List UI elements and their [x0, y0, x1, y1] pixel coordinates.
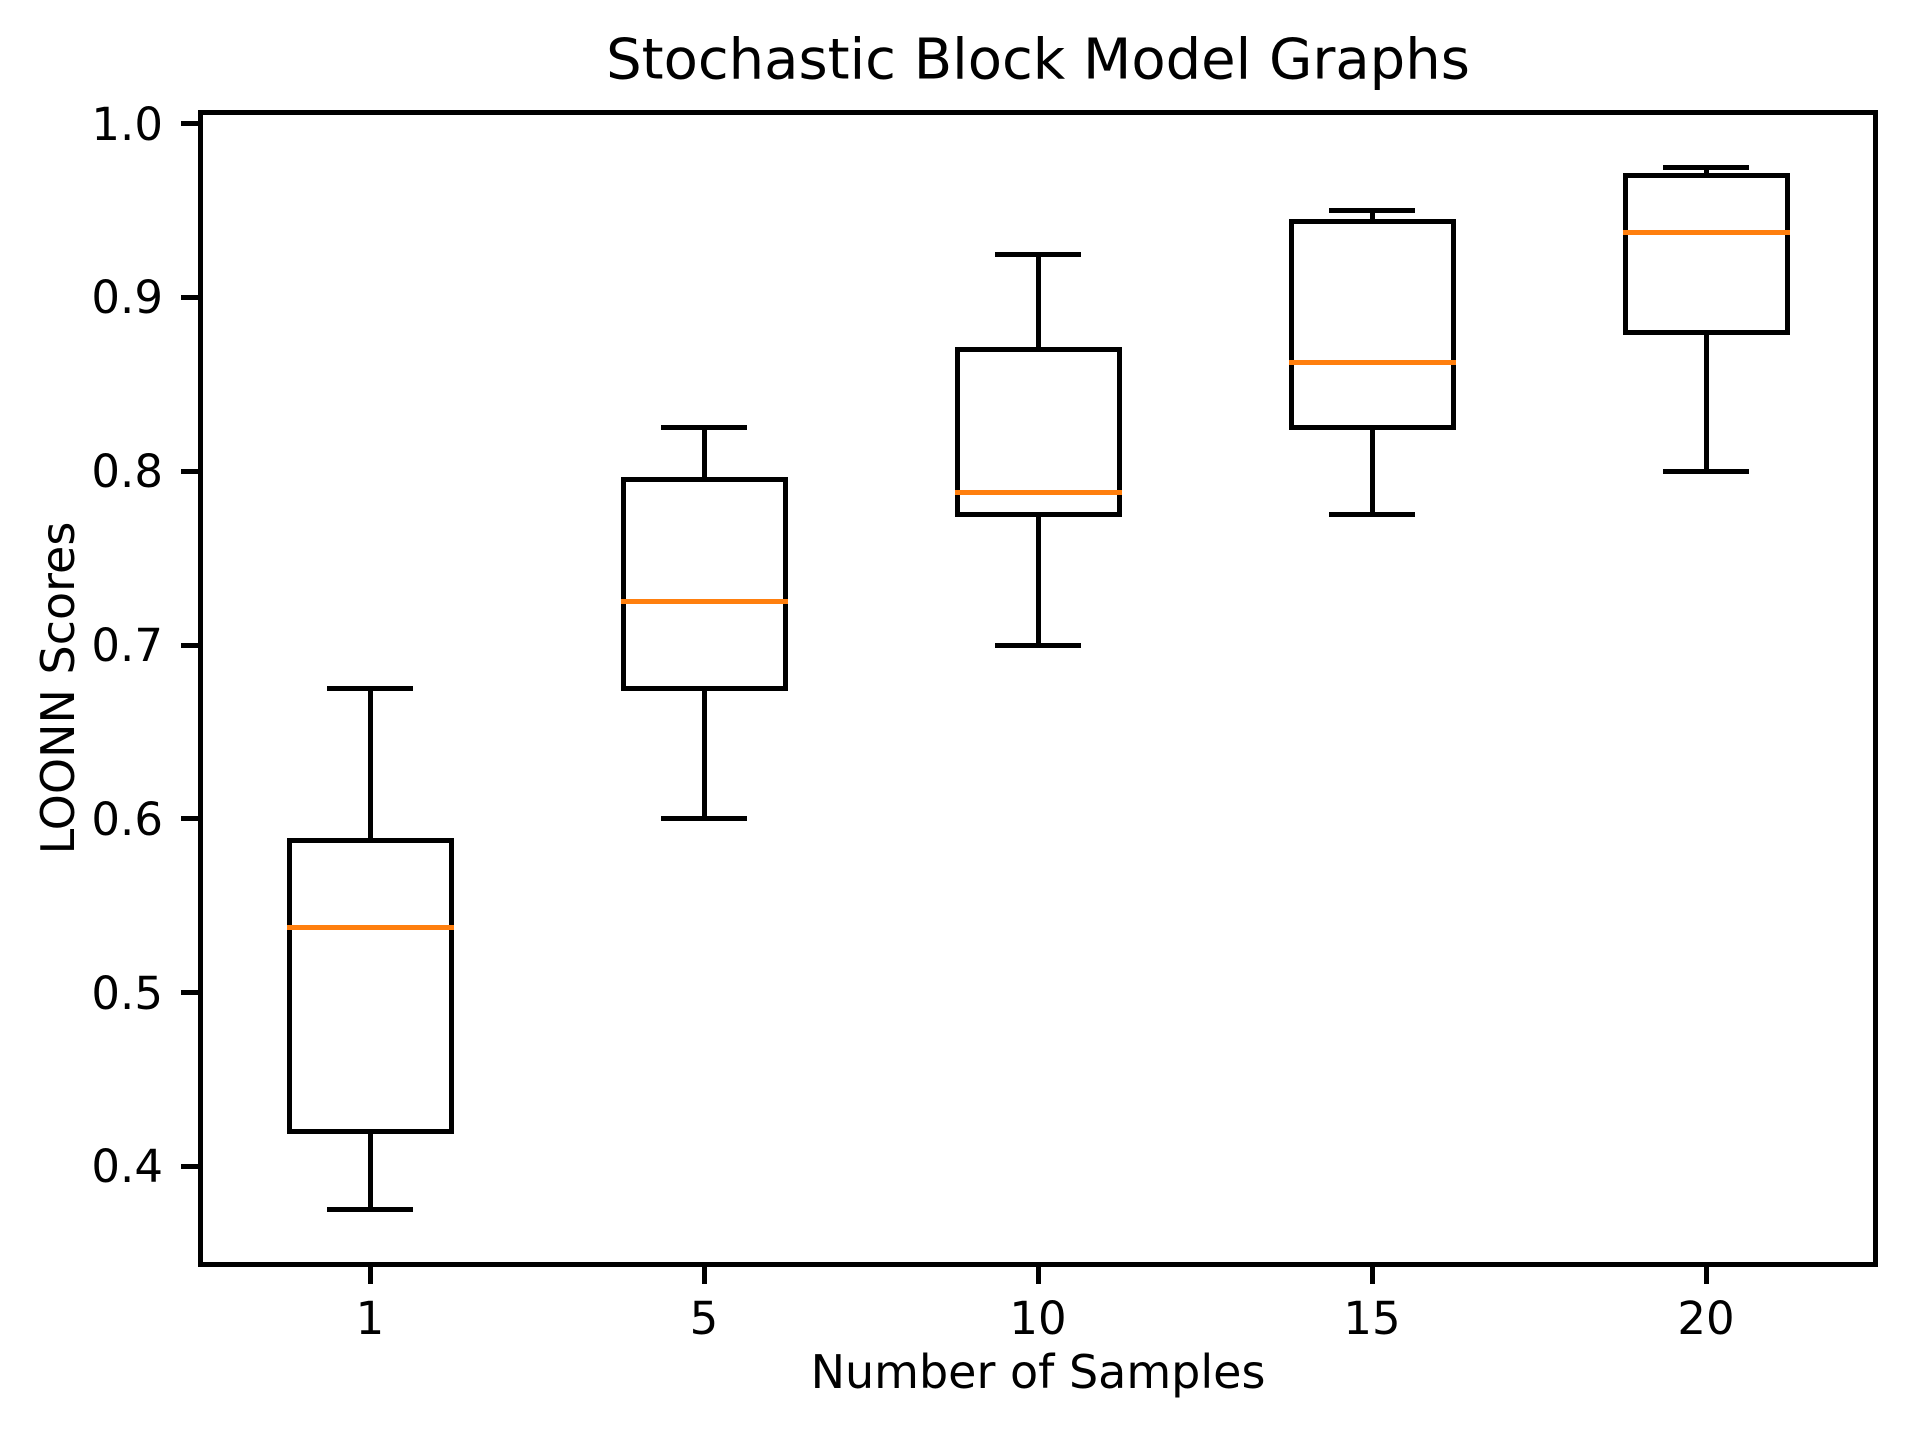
whisker-lower — [1369, 427, 1375, 515]
x-tick-label: 1 — [355, 1292, 385, 1345]
whisker-lower — [367, 1131, 373, 1210]
whisker-cap-lower — [1662, 468, 1750, 474]
median-line — [620, 599, 788, 605]
x-tick-label: 20 — [1677, 1292, 1735, 1345]
y-tick — [181, 642, 198, 648]
y-tick — [181, 990, 198, 996]
box — [620, 477, 788, 691]
whisker-lower — [1703, 332, 1709, 472]
whisker-upper — [1703, 167, 1709, 176]
whisker-cap-lower — [326, 1207, 414, 1213]
y-tick-label: 0.8 — [91, 445, 163, 499]
whisker-upper — [1369, 210, 1375, 221]
y-tick-label: 0.7 — [91, 619, 163, 673]
chart-title: Stochastic Block Model Graphs — [606, 27, 1470, 93]
x-tick — [701, 1267, 707, 1284]
box — [1288, 218, 1456, 431]
x-tick — [1035, 1267, 1041, 1284]
whisker-cap-upper — [994, 251, 1082, 257]
plot-area: 1.0 0.9 0.8 0.7 0.6 0.5 0.4 1 5 10 15 20 — [91, 102, 1878, 1341]
y-tick — [181, 294, 198, 300]
box — [954, 347, 1122, 518]
whisker-lower — [1035, 514, 1041, 646]
y-tick — [181, 468, 198, 474]
x-tick-label: 15 — [1343, 1292, 1401, 1345]
whisker-cap-upper — [1662, 164, 1750, 170]
x-tick — [1703, 1267, 1709, 1284]
x-tick-label: 5 — [689, 1292, 719, 1345]
whisker-cap-lower — [1328, 512, 1416, 518]
y-tick-label: 0.4 — [91, 1140, 163, 1194]
median-line — [1288, 360, 1456, 366]
x-tick — [367, 1267, 373, 1284]
whisker-cap-lower — [660, 816, 748, 822]
y-tick — [181, 121, 198, 127]
whisker-upper — [701, 427, 707, 480]
y-tick-label: 0.9 — [91, 271, 163, 325]
whisker-cap-upper — [1328, 208, 1416, 214]
y-tick — [181, 816, 198, 822]
y-tick-label: 0.6 — [91, 792, 163, 846]
x-axis-label: Number of Samples — [810, 1345, 1266, 1399]
box — [1622, 173, 1790, 335]
box — [286, 838, 454, 1135]
y-tick — [181, 1163, 198, 1169]
x-tick-label: 10 — [1009, 1292, 1067, 1345]
median-line — [954, 490, 1122, 496]
y-tick-label: 0.5 — [91, 966, 163, 1020]
whisker-lower — [701, 688, 707, 819]
x-tick — [1369, 1267, 1375, 1284]
whisker-cap-upper — [660, 425, 748, 431]
whisker-cap-upper — [326, 686, 414, 691]
y-tick-label: 1.0 — [91, 97, 163, 151]
median-line — [286, 924, 454, 930]
whisker-upper — [367, 688, 373, 841]
whisker-cap-lower — [994, 642, 1082, 648]
whisker-upper — [1035, 254, 1041, 350]
median-line — [1622, 229, 1790, 235]
